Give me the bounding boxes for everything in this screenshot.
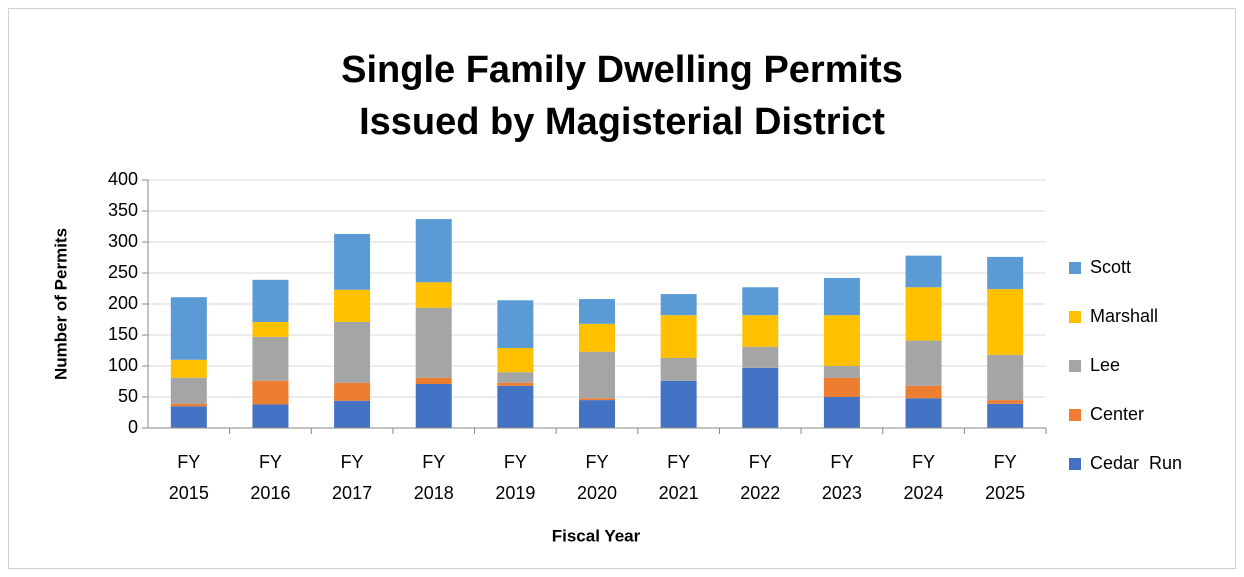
y-tick-label: 150 <box>108 324 138 344</box>
bar-segment <box>579 323 615 352</box>
legend-swatch <box>1069 360 1081 372</box>
x-tick-label: FY 2025 <box>985 452 1026 503</box>
bar-segment <box>497 348 534 373</box>
bar-segment <box>415 383 452 428</box>
bar-segment <box>252 279 289 322</box>
bar-segment <box>823 315 860 366</box>
bar-segment <box>579 398 615 401</box>
y-tick-label: 50 <box>118 386 138 406</box>
bar-segment <box>742 287 779 316</box>
bar-segment <box>170 406 207 428</box>
y-tick-label: 200 <box>108 293 138 313</box>
x-tick-label: FY 2015 <box>168 452 209 503</box>
bar-segment <box>742 315 779 347</box>
bar-segment <box>252 321 289 337</box>
bar-segment <box>415 219 452 283</box>
legend-label: Lee <box>1090 355 1120 375</box>
x-tick-label: FY 2021 <box>658 452 699 503</box>
legend-label: Scott <box>1090 257 1131 277</box>
bar-segment <box>579 400 615 428</box>
y-tick-label: 350 <box>108 200 138 220</box>
x-tick-label: FY 2023 <box>821 452 862 503</box>
bar-segment <box>987 289 1024 355</box>
bar-segment <box>987 403 1024 428</box>
bar-segment <box>905 340 942 386</box>
legend-label: Center <box>1090 404 1144 424</box>
x-tick-label: FY 2024 <box>903 452 944 503</box>
bar-segment <box>252 336 289 381</box>
bar-segment <box>905 385 942 399</box>
bar-segment <box>497 300 534 349</box>
y-tick-label: 400 <box>108 169 138 189</box>
chart-border <box>8 8 1236 569</box>
bar-segment <box>170 359 207 378</box>
bar-segment <box>334 233 371 290</box>
bar-segment <box>170 297 207 360</box>
bar-segment <box>823 377 860 397</box>
legend-swatch <box>1069 458 1081 470</box>
bar-segment <box>497 382 534 386</box>
bar-segment <box>497 372 534 383</box>
bar-segment <box>497 385 534 428</box>
legend-label: Marshall <box>1090 306 1158 326</box>
x-tick-label: FY 2022 <box>740 452 781 503</box>
bar-segment <box>987 256 1024 290</box>
bar-segment <box>579 351 615 399</box>
bar-segment <box>823 397 860 428</box>
y-tick-label: 100 <box>108 355 138 375</box>
bar-segment <box>334 321 371 383</box>
legend-swatch <box>1069 311 1081 323</box>
legend-swatch <box>1069 262 1081 274</box>
bar-segment <box>823 366 860 378</box>
y-axis-label: Number of Permits <box>51 228 70 380</box>
bar-segment <box>660 357 697 381</box>
bar-segment <box>415 282 452 308</box>
x-tick-label: FY 2019 <box>495 452 536 503</box>
bar-segment <box>660 294 697 316</box>
legend-swatch <box>1069 409 1081 421</box>
x-tick-label: FY 2020 <box>576 452 618 503</box>
x-axis-label: Fiscal Year <box>552 526 641 545</box>
bar-segment <box>905 287 942 341</box>
y-tick-label: 300 <box>108 231 138 251</box>
x-tick-label: FY 2018 <box>413 452 454 503</box>
y-tick-label: 0 <box>128 417 138 437</box>
chart-title: Single Family Dwelling Permits Issued by… <box>341 49 903 143</box>
bar-segment <box>252 380 289 405</box>
bar-segment <box>415 377 452 384</box>
bar-segment <box>170 403 207 407</box>
x-tick-label: FY 2017 <box>332 452 373 503</box>
bar-segment <box>823 277 860 316</box>
bar-segment <box>660 315 697 358</box>
bar-segment <box>334 400 371 428</box>
bar-segment <box>987 400 1024 404</box>
bar-segment <box>905 255 942 288</box>
bar-segment <box>987 354 1024 401</box>
bar-segment <box>742 367 779 428</box>
bar-segment <box>334 382 371 401</box>
bar-segment <box>742 346 779 368</box>
y-tick-label: 250 <box>108 262 138 282</box>
bar-segment <box>660 380 697 428</box>
legend-label: Cedar Run <box>1090 453 1182 473</box>
bar-segment <box>252 404 289 428</box>
bar-segment <box>170 377 207 404</box>
x-tick-label: FY 2016 <box>250 452 291 503</box>
bar-segment <box>334 289 371 322</box>
bar-segment <box>415 307 452 378</box>
bar-segment <box>579 299 615 324</box>
bar-segment <box>905 398 942 428</box>
